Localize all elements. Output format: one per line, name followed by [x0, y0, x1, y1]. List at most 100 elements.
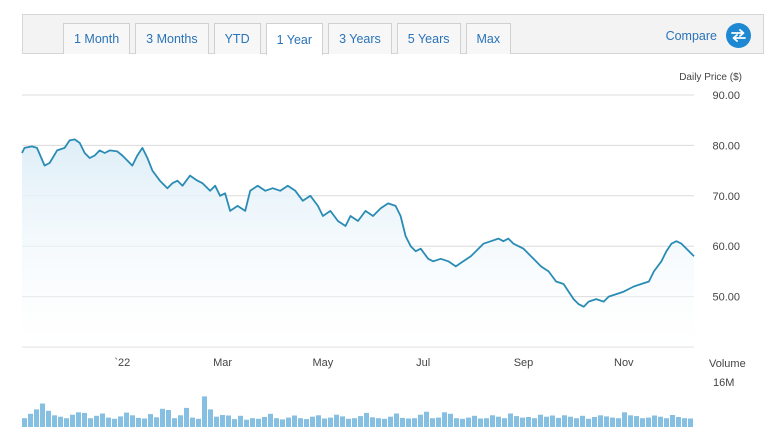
volume-bar: [196, 418, 201, 427]
y-tick-label: 60.00: [712, 241, 740, 253]
volume-bar: [178, 415, 183, 428]
volume-bar: [292, 415, 297, 427]
volume-bar: [634, 416, 639, 427]
volume-bar: [604, 416, 609, 427]
tab-ytd[interactable]: YTD: [213, 23, 261, 54]
compare-label: Compare: [665, 28, 717, 43]
range-toolbar: 1 Month 3 Months YTD 1 Year 3 Years 5 Ye…: [22, 14, 764, 55]
volume-bar: [148, 414, 153, 427]
volume-bar: [172, 418, 177, 427]
tab-1-month[interactable]: 1 Month: [63, 23, 131, 54]
y-axis-title: Daily Price ($): [679, 72, 742, 83]
volume-bar: [658, 416, 663, 427]
tab-5-years[interactable]: 5 Years: [396, 23, 461, 54]
volume-bar: [358, 416, 363, 427]
volume-bar: [544, 416, 549, 427]
volume-bar: [418, 414, 423, 427]
volume-bar: [580, 415, 585, 427]
volume-bar: [454, 418, 459, 427]
volume-bar: [340, 416, 345, 427]
x-tick-label: May: [313, 357, 334, 369]
volume-bar: [592, 417, 597, 427]
swap-arrows-icon: [726, 23, 751, 48]
volume-bar: [298, 418, 303, 427]
volume-bar: [442, 412, 447, 427]
volume-bar: [586, 418, 591, 427]
volume-bar: [652, 415, 657, 427]
volume-bar: [202, 396, 207, 427]
volume-bar: [310, 416, 315, 427]
volume-bar: [160, 408, 165, 427]
volume-bar: [598, 415, 603, 428]
x-tick-label: Mar: [213, 357, 232, 369]
tab-3-months[interactable]: 3 Months: [135, 23, 209, 54]
y-tick-label: 50.00: [712, 292, 740, 304]
volume-bar: [520, 417, 525, 427]
volume-bar: [70, 414, 75, 427]
volume-bars: [22, 396, 693, 428]
volume-bar: [304, 419, 309, 427]
volume-bar: [514, 416, 519, 427]
tab-max[interactable]: Max: [465, 23, 512, 54]
volume-bar: [88, 418, 93, 427]
volume-bar: [40, 403, 45, 427]
x-axis: `22 Mar May Jul Sep Nov: [114, 357, 634, 369]
volume-bar: [220, 415, 225, 427]
volume-bar: [460, 418, 465, 427]
volume-bar: [478, 418, 483, 427]
volume-bar: [334, 414, 339, 427]
volume-bar: [394, 413, 399, 427]
tab-1-year[interactable]: 1 Year: [265, 23, 324, 55]
volume-bar: [82, 412, 87, 427]
volume-bar: [682, 418, 687, 427]
volume-bar: [256, 418, 261, 427]
volume-bar: [400, 417, 405, 427]
volume-bar: [382, 418, 387, 427]
compare-button[interactable]: Compare: [666, 23, 751, 48]
volume-bar: [430, 418, 435, 427]
volume-bar: [352, 418, 357, 427]
volume-bar: [496, 416, 501, 427]
x-tick-label: `22: [114, 357, 130, 369]
volume-bar: [208, 409, 213, 427]
volume-bar: [616, 418, 621, 427]
volume-bar: [664, 418, 669, 427]
volume-bar: [28, 413, 33, 427]
volume-bar: [52, 415, 57, 428]
volume-bar: [670, 415, 675, 427]
tab-3-years[interactable]: 3 Years: [328, 23, 392, 54]
volume-bar: [136, 417, 141, 427]
volume-bar: [268, 413, 273, 427]
volume-bar: [424, 411, 429, 427]
volume-bar: [58, 416, 63, 427]
volume-bar: [436, 417, 441, 427]
volume-bar: [316, 415, 321, 428]
volume-bar: [646, 417, 651, 427]
volume-bar: [364, 412, 369, 427]
volume-bar: [112, 418, 117, 427]
volume-bar: [184, 407, 189, 427]
volume-bar: [676, 417, 681, 427]
volume-bar: [100, 413, 105, 427]
volume-bar: [190, 417, 195, 427]
volume-bar: [532, 418, 537, 427]
price-area: [22, 139, 694, 347]
x-tick-label: Jul: [416, 357, 430, 369]
volume-bar: [94, 415, 99, 427]
volume-scale-label: 16M: [713, 377, 734, 389]
volume-bar: [346, 418, 351, 427]
volume-bar: [76, 412, 81, 427]
volume-bar: [640, 418, 645, 427]
volume-bar: [538, 414, 543, 427]
volume-bar: [628, 415, 633, 428]
volume-bar: [568, 416, 573, 427]
volume-bar: [466, 417, 471, 427]
volume-bar: [556, 417, 561, 427]
volume-bar: [448, 413, 453, 427]
volume-bar: [406, 418, 411, 427]
volume-bar: [322, 418, 327, 427]
volume-bar: [472, 415, 477, 427]
volume-bar: [412, 418, 417, 427]
volume-bar: [550, 415, 555, 427]
